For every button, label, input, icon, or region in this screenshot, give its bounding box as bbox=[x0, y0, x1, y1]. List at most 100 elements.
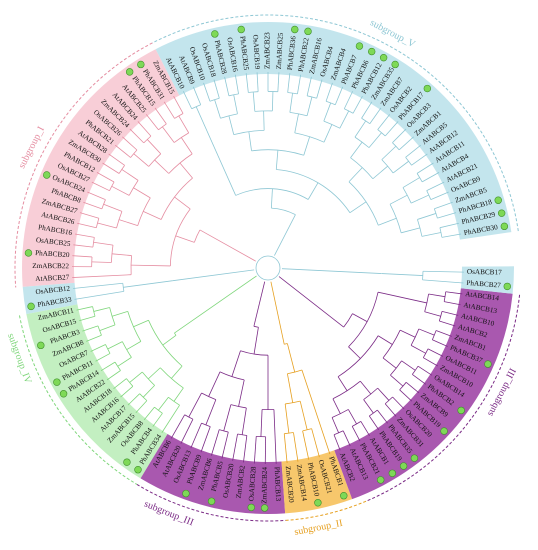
branch bbox=[129, 371, 143, 383]
branch bbox=[422, 279, 464, 284]
branch-arc bbox=[127, 311, 142, 342]
branch-stem bbox=[281, 268, 382, 274]
branch bbox=[287, 73, 291, 93]
leaf-label: OsABCB28 bbox=[247, 466, 257, 502]
branch-arc bbox=[344, 108, 354, 114]
leaf-label: OsABCB12 bbox=[35, 284, 71, 296]
branch bbox=[287, 343, 296, 373]
leaf-marker bbox=[484, 360, 492, 368]
branch bbox=[232, 433, 238, 461]
branch bbox=[348, 409, 357, 425]
leaf-marker bbox=[211, 30, 219, 38]
leaf-marker bbox=[494, 196, 502, 204]
branch bbox=[214, 99, 221, 119]
branch bbox=[306, 96, 313, 116]
subgroup-label: subgroup_II bbox=[293, 518, 343, 538]
branch bbox=[253, 327, 259, 355]
branch bbox=[154, 159, 170, 174]
branch bbox=[87, 191, 106, 201]
leaf-label: ZmABCB20 bbox=[284, 466, 296, 504]
leaf-marker bbox=[37, 341, 45, 350]
branch-arc bbox=[331, 409, 349, 418]
branch bbox=[100, 361, 116, 372]
branch bbox=[402, 177, 420, 188]
branch bbox=[241, 407, 247, 435]
branch bbox=[410, 345, 426, 354]
branch-arc bbox=[233, 129, 265, 135]
branch bbox=[170, 414, 185, 439]
subgroup-label: subgroup_IV bbox=[5, 332, 34, 386]
branch bbox=[120, 386, 134, 398]
branch bbox=[256, 72, 259, 92]
branch-arc bbox=[105, 344, 111, 354]
subgroup-band bbox=[140, 433, 286, 514]
branch bbox=[245, 73, 249, 93]
leaf-marker bbox=[368, 47, 376, 56]
branch bbox=[390, 374, 404, 387]
leaf-label: PhABCB13 bbox=[273, 467, 282, 502]
branch bbox=[287, 373, 294, 403]
branch bbox=[107, 341, 123, 350]
branch bbox=[108, 153, 125, 166]
branch-arc bbox=[382, 329, 401, 359]
branch-arc bbox=[348, 181, 379, 226]
leaf-label: ZmABCB25 bbox=[275, 32, 285, 70]
branch bbox=[316, 79, 323, 99]
branch bbox=[180, 137, 193, 155]
leaf-marker bbox=[123, 458, 131, 466]
branch bbox=[275, 150, 279, 170]
leaf-marker bbox=[24, 249, 33, 257]
branch-arc bbox=[390, 360, 402, 376]
branch bbox=[95, 353, 111, 362]
subgroup-label: subgroup_III bbox=[485, 367, 519, 418]
branch bbox=[307, 182, 319, 200]
branch bbox=[360, 421, 370, 436]
subgroup-band bbox=[281, 450, 353, 514]
branch bbox=[283, 433, 288, 464]
branch-arc bbox=[307, 95, 317, 99]
leaf-marker bbox=[340, 492, 348, 500]
branch bbox=[79, 212, 99, 219]
branch bbox=[231, 350, 241, 377]
branch-arc bbox=[92, 237, 95, 248]
leaf-marker bbox=[59, 390, 68, 398]
branch bbox=[133, 319, 149, 328]
branch bbox=[163, 101, 175, 119]
branch-arc bbox=[417, 219, 423, 237]
leaf-label: PhABCB27 bbox=[466, 279, 501, 290]
branch bbox=[106, 370, 121, 381]
leaf-marker bbox=[43, 171, 51, 179]
leaf-label: PhABCB20 bbox=[35, 249, 70, 259]
branch bbox=[445, 291, 463, 295]
branch bbox=[113, 378, 127, 389]
branch bbox=[129, 128, 145, 144]
branch bbox=[401, 360, 416, 371]
branch bbox=[301, 369, 331, 455]
leaf-marker bbox=[457, 406, 465, 415]
branch bbox=[133, 187, 151, 199]
branch bbox=[422, 270, 464, 273]
branch bbox=[135, 400, 148, 414]
branch bbox=[363, 399, 374, 414]
branch bbox=[178, 115, 190, 134]
branch bbox=[426, 181, 445, 191]
branch bbox=[152, 413, 163, 427]
branch bbox=[111, 185, 130, 196]
branch bbox=[252, 92, 256, 112]
branch bbox=[99, 324, 116, 331]
branch bbox=[271, 91, 274, 111]
branch bbox=[173, 387, 184, 402]
branch bbox=[411, 153, 428, 166]
branch bbox=[277, 72, 280, 92]
branch bbox=[111, 253, 132, 256]
subgroup-arc bbox=[18, 315, 138, 485]
branch bbox=[76, 306, 93, 311]
branch bbox=[234, 74, 239, 94]
branch bbox=[334, 86, 344, 105]
branch bbox=[389, 194, 408, 205]
branch bbox=[118, 219, 138, 227]
branch bbox=[381, 273, 423, 276]
branch bbox=[143, 406, 155, 421]
branch bbox=[238, 379, 245, 407]
branch-arc bbox=[141, 371, 155, 386]
